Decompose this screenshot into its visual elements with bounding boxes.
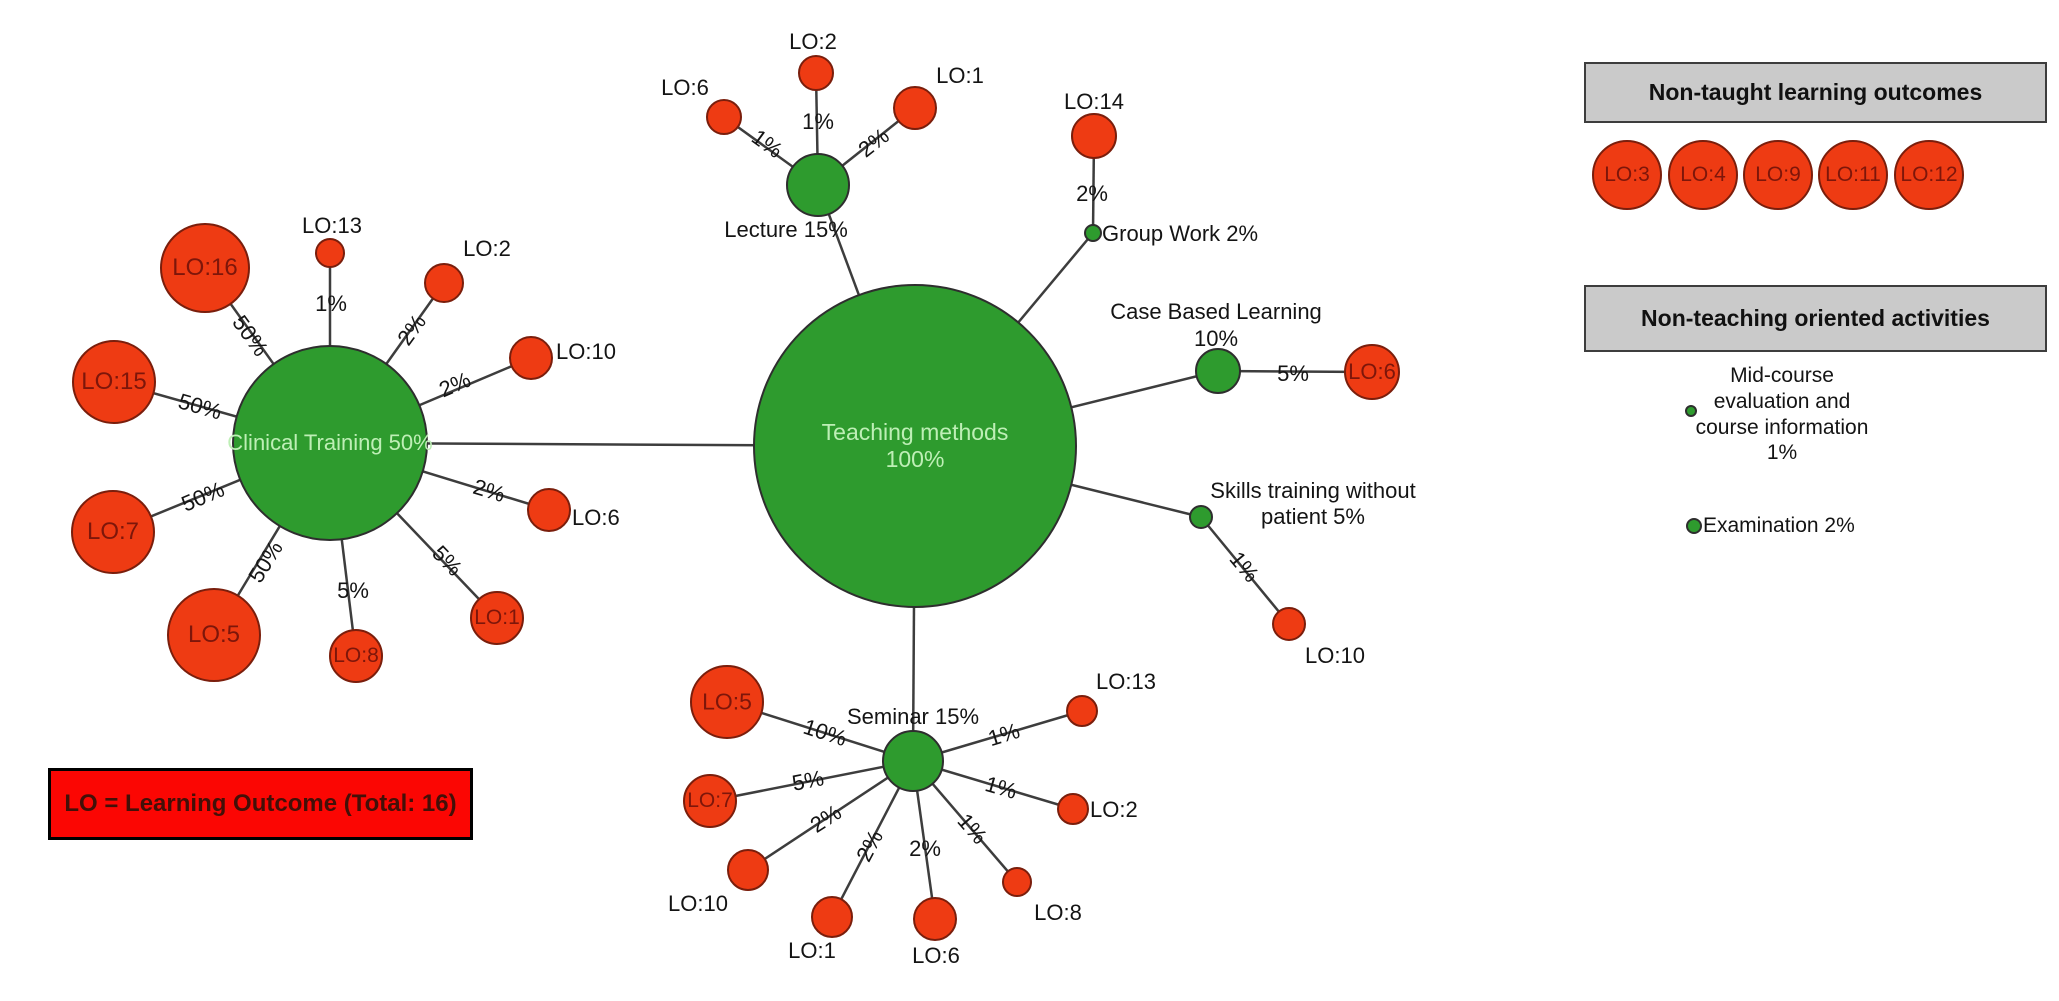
- lo-node-skills-10: [1272, 607, 1306, 641]
- lo-node-clinical-1: [470, 591, 524, 645]
- lo-node-legend-9: [1743, 140, 1813, 210]
- lo-node-clinical-16: [160, 223, 250, 313]
- lo-node-groupwork-14: [1071, 113, 1117, 159]
- lo-label-clinical-7: LO:7: [86, 518, 140, 545]
- examination-label: Examination 2%: [1703, 514, 1855, 537]
- teaching-methods-line1: Teaching methods: [821, 419, 1009, 445]
- lo-label-legend-3: LO:3: [1604, 163, 1650, 186]
- case-based-pct: 10%: [1193, 326, 1239, 351]
- lo-note-box: LO = Learning Outcome (Total: 16): [48, 768, 473, 840]
- node-clinical-training: [232, 345, 428, 541]
- node-teaching-methods: [753, 284, 1077, 608]
- lo-node-clinical-10: [509, 336, 553, 380]
- lo-label-groupwork-14: LO:14: [1064, 89, 1124, 114]
- lo-node-legend-3: [1592, 140, 1662, 210]
- lo-label-legend-9: LO:9: [1755, 163, 1801, 186]
- edge-seminar-lo10: [747, 759, 914, 872]
- lo-node-legend-4: [1668, 140, 1738, 210]
- lo-node-seminar-6: [913, 897, 957, 941]
- node-lecture: [786, 153, 850, 217]
- lo-node-seminar-10: [727, 849, 769, 891]
- lo-node-lecture-1: [893, 86, 937, 130]
- lo-node-clinical-8: [329, 629, 383, 683]
- mid-course-line2: evaluation and: [1713, 390, 1851, 413]
- mid-course-line1: Mid-course: [1730, 364, 1834, 387]
- node-seminar: [882, 730, 944, 792]
- lo-node-seminar-1: [811, 896, 853, 938]
- lo-label-lecture-1: LO:1: [936, 63, 984, 88]
- pct-groupwork-14: 2%: [1076, 181, 1108, 206]
- lo-label-skills-10: LO:10: [1305, 643, 1365, 668]
- lo-node-casebased-6: [1344, 344, 1400, 400]
- case-based-label: Case Based Learning: [1110, 299, 1322, 324]
- legend-non-taught-header: Non-taught learning outcomes: [1584, 62, 2047, 123]
- node-group-work: [1084, 224, 1102, 242]
- lo-label-clinical-16: LO:16: [172, 254, 238, 281]
- lo-node-clinical-7: [71, 490, 155, 574]
- lo-node-legend-12: [1894, 140, 1964, 210]
- lo-node-seminar-7: [683, 774, 737, 828]
- lo-label-seminar-7: LO:7: [687, 789, 733, 812]
- lo-node-seminar-2: [1057, 793, 1089, 825]
- lo-node-legend-11: [1818, 140, 1888, 210]
- lo-label-seminar-10: LO:10: [668, 891, 728, 916]
- lo-label-clinical-15: LO:15: [81, 368, 147, 395]
- lo-node-lecture-6: [706, 99, 742, 135]
- lo-label-seminar-5: LO:5: [702, 688, 752, 715]
- pct-lecture-2: 1%: [802, 109, 834, 134]
- lo-node-clinical-13: [315, 238, 345, 268]
- node-skills-training: [1189, 505, 1213, 529]
- seminar-label: Seminar 15%: [846, 704, 980, 729]
- lo-node-lecture-2: [798, 55, 834, 91]
- lo-node-seminar-5: [690, 665, 764, 739]
- lo-label-lecture-2: LO:2: [789, 29, 837, 54]
- lo-label-legend-12: LO:12: [1900, 163, 1958, 186]
- lo-label-clinical-1: LO:1: [474, 606, 520, 629]
- lo-node-seminar-13: [1066, 695, 1098, 727]
- pct-clinical-8: 5%: [337, 578, 369, 603]
- lo-node-clinical-5: [167, 588, 261, 682]
- teaching-methods-line2: 100%: [885, 446, 945, 472]
- lo-node-clinical-15: [72, 340, 156, 424]
- lo-label-seminar-6: LO:6: [912, 943, 960, 968]
- lo-label-clinical-5: LO:5: [187, 621, 241, 648]
- lo-label-casebased-6: LO:6: [1348, 359, 1396, 384]
- lo-label-clinical-8: LO:8: [333, 644, 379, 667]
- pct-clinical-13: 1%: [315, 291, 347, 316]
- lo-node-clinical-6: [527, 488, 571, 532]
- lo-node-clinical-2: [424, 263, 464, 303]
- lo-label-legend-4: LO:4: [1680, 163, 1726, 186]
- edge-skills-lo10: [1200, 516, 1290, 625]
- legend-non-teaching-header: Non-teaching oriented activities: [1584, 285, 2047, 352]
- lo-label-legend-11: LO:11: [1825, 163, 1881, 186]
- lo-label-clinical-2: LO:2: [463, 236, 511, 261]
- group-work-label: Group Work 2%: [1102, 221, 1259, 246]
- edge-seminar-lo7: [709, 759, 914, 803]
- lo-label-clinical-6: LO:6: [572, 505, 620, 530]
- teaching-methods-label: Teaching methods 100%: [822, 419, 1009, 473]
- lo-label-seminar-1: LO:1: [788, 938, 836, 963]
- pct-casebased-6: 5%: [1277, 361, 1309, 386]
- node-mid-course-dot: [1685, 405, 1697, 417]
- lo-label-seminar-13: LO:13: [1096, 669, 1156, 694]
- lo-label-seminar-2: LO:2: [1090, 797, 1138, 822]
- lo-label-clinical-13: LO:13: [302, 213, 362, 238]
- lecture-label: Lecture 15%: [724, 217, 848, 242]
- node-examination-dot: [1686, 518, 1702, 534]
- mid-course-line4: 1%: [1766, 441, 1798, 464]
- lo-node-seminar-8: [1002, 867, 1032, 897]
- lo-label-lecture-6: LO:6: [661, 75, 709, 100]
- skills-training-label: Skills training without patient 5%: [1210, 478, 1416, 529]
- clinical-training-label: Clinical Training 50%: [227, 430, 433, 455]
- pct-seminar-6: 2%: [909, 836, 941, 861]
- lo-label-clinical-10: LO:10: [556, 339, 616, 364]
- mid-course-line3: course information: [1695, 416, 1869, 439]
- lo-label-seminar-8: LO:8: [1034, 900, 1082, 925]
- node-case-based-learning: [1195, 348, 1241, 394]
